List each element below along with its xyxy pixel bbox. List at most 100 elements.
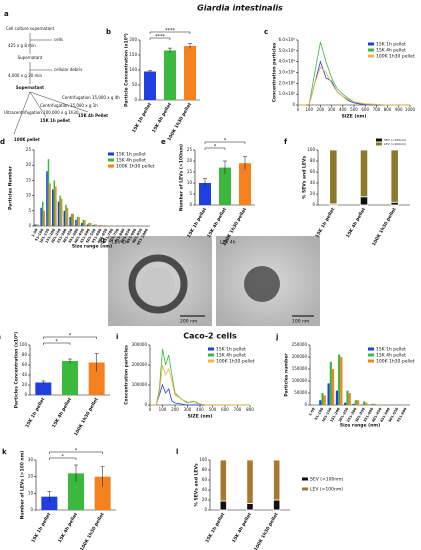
diagram-node: Supernatant xyxy=(18,55,43,60)
bar xyxy=(105,225,108,226)
bar xyxy=(356,400,360,405)
y-tick-label: 10 xyxy=(187,180,193,185)
arrow xyxy=(13,91,31,135)
bar xyxy=(331,369,335,405)
y-tick-label: 5.0×10⁸ xyxy=(279,48,296,53)
x-tick-label: 100 xyxy=(305,107,313,112)
significance-label: * xyxy=(61,454,64,460)
diagram-node: cells xyxy=(54,37,63,42)
legend-swatch xyxy=(208,347,214,351)
y-tick-label: 10 xyxy=(28,490,34,495)
x-tick-label: 700 xyxy=(373,107,381,112)
section-title: Caco-2 cells xyxy=(183,332,237,341)
bar-segment xyxy=(359,149,369,198)
panel-label: a xyxy=(4,10,9,18)
diagram-node: Cell culture supernatant xyxy=(6,26,55,31)
y-axis-label: Particles Number xyxy=(8,165,14,210)
y-tick-label: 6.0×10⁸ xyxy=(279,37,296,42)
bar xyxy=(346,390,349,405)
bar xyxy=(43,210,46,226)
bar xyxy=(92,225,95,226)
significance-label: * xyxy=(214,144,217,150)
bar xyxy=(59,195,61,226)
y-tick-label: 20 xyxy=(202,497,208,502)
diagram-node: 100K pellet xyxy=(14,137,40,142)
x-tick-label: 551-600 xyxy=(396,407,408,423)
y-tick-label: 15 xyxy=(187,169,193,174)
bar-segment xyxy=(219,459,227,502)
y-tick-label: 1.0×10⁸ xyxy=(279,91,296,96)
diagram-node: Ultracentrifugation 100,000 x g 1h30 xyxy=(4,110,79,115)
legend-swatch xyxy=(108,152,114,156)
y-tick-label: 100 xyxy=(19,342,27,347)
error-bar xyxy=(100,466,105,487)
x-tick-label: 100 xyxy=(159,407,167,412)
error-bar xyxy=(68,358,72,363)
bar xyxy=(76,216,79,226)
x-tick-label: 15K 1h pellet xyxy=(24,396,47,429)
bar xyxy=(72,213,75,226)
y-tick-label: 60 xyxy=(310,169,316,174)
arrow xyxy=(29,91,47,118)
y-tick-label: 0 xyxy=(24,392,27,397)
x-tick-label: 51-100 xyxy=(314,407,325,421)
x-tick-label: 100K 1h30 pellet xyxy=(253,511,280,550)
error-bar xyxy=(94,353,99,372)
diagram-node: Supernatant xyxy=(16,85,44,90)
bar xyxy=(335,390,339,405)
x-tick-label: 0 xyxy=(297,107,300,112)
y-tick-label: 150 xyxy=(129,52,137,57)
bar xyxy=(65,204,67,226)
x-tick-label: 300 xyxy=(184,407,192,412)
y-axis-label: Particles Concentration (x10⁹) xyxy=(14,332,20,408)
bar xyxy=(55,186,57,226)
bar xyxy=(40,207,42,226)
bar xyxy=(239,163,251,205)
bar xyxy=(327,383,330,405)
x-tick-label: 300 xyxy=(328,107,336,112)
significance-label: * xyxy=(55,339,58,345)
legend-label: 100K 1h30 pellet xyxy=(116,164,155,170)
bar xyxy=(348,393,351,405)
y-tick-label: 0 xyxy=(30,507,33,512)
y-tick-label: 200000 xyxy=(292,354,308,359)
scale-label: 100 nm xyxy=(292,319,309,325)
x-tick-label: 851-900 xyxy=(126,228,138,244)
legend-label: 15K 1h pellet xyxy=(376,347,406,353)
x-tick-label: 15K 4h pellet xyxy=(206,206,229,239)
x-tick-label: 301-350 xyxy=(62,228,74,244)
x-tick-label: 0 xyxy=(149,407,152,412)
bar xyxy=(89,222,92,226)
x-tick-label: 400 xyxy=(339,107,347,112)
bar-segment xyxy=(390,201,399,206)
bar xyxy=(57,201,60,226)
panel-label: b xyxy=(106,28,111,36)
significance-label: * xyxy=(75,448,78,454)
bar xyxy=(78,216,80,226)
y-tick-label: 100 xyxy=(199,457,207,462)
x-axis-label: SIZE (nm) xyxy=(342,114,367,120)
x-tick-label: 301-350 xyxy=(354,407,366,423)
legend-label: 15K 1h pellet xyxy=(116,152,146,158)
bar-segment xyxy=(273,499,281,511)
y-axis-label: Concentration particles xyxy=(272,42,278,102)
bar-segment xyxy=(219,500,227,511)
legend-swatch xyxy=(368,48,374,52)
bar xyxy=(352,403,355,405)
y-tick-label: 20 xyxy=(28,474,34,479)
y-tick-label: 0 xyxy=(304,402,307,407)
bar xyxy=(164,50,176,100)
x-tick-label: 201-250 xyxy=(338,407,350,423)
x-tick-label: 15K 1h pellet xyxy=(30,511,53,544)
significance-bracket xyxy=(204,141,246,144)
y-tick-label: 20 xyxy=(26,162,32,167)
diagram-node: 425 x g 8 min xyxy=(8,43,36,48)
bar-segment xyxy=(329,149,338,205)
x-tick-label: 15K 4h pellet xyxy=(51,396,74,429)
image-label: LEV 1h xyxy=(112,240,128,246)
bar xyxy=(84,219,86,226)
bar xyxy=(99,225,102,226)
x-tick-label: 100K 1h30 pellet xyxy=(79,511,106,550)
legend-swatch xyxy=(208,353,214,357)
